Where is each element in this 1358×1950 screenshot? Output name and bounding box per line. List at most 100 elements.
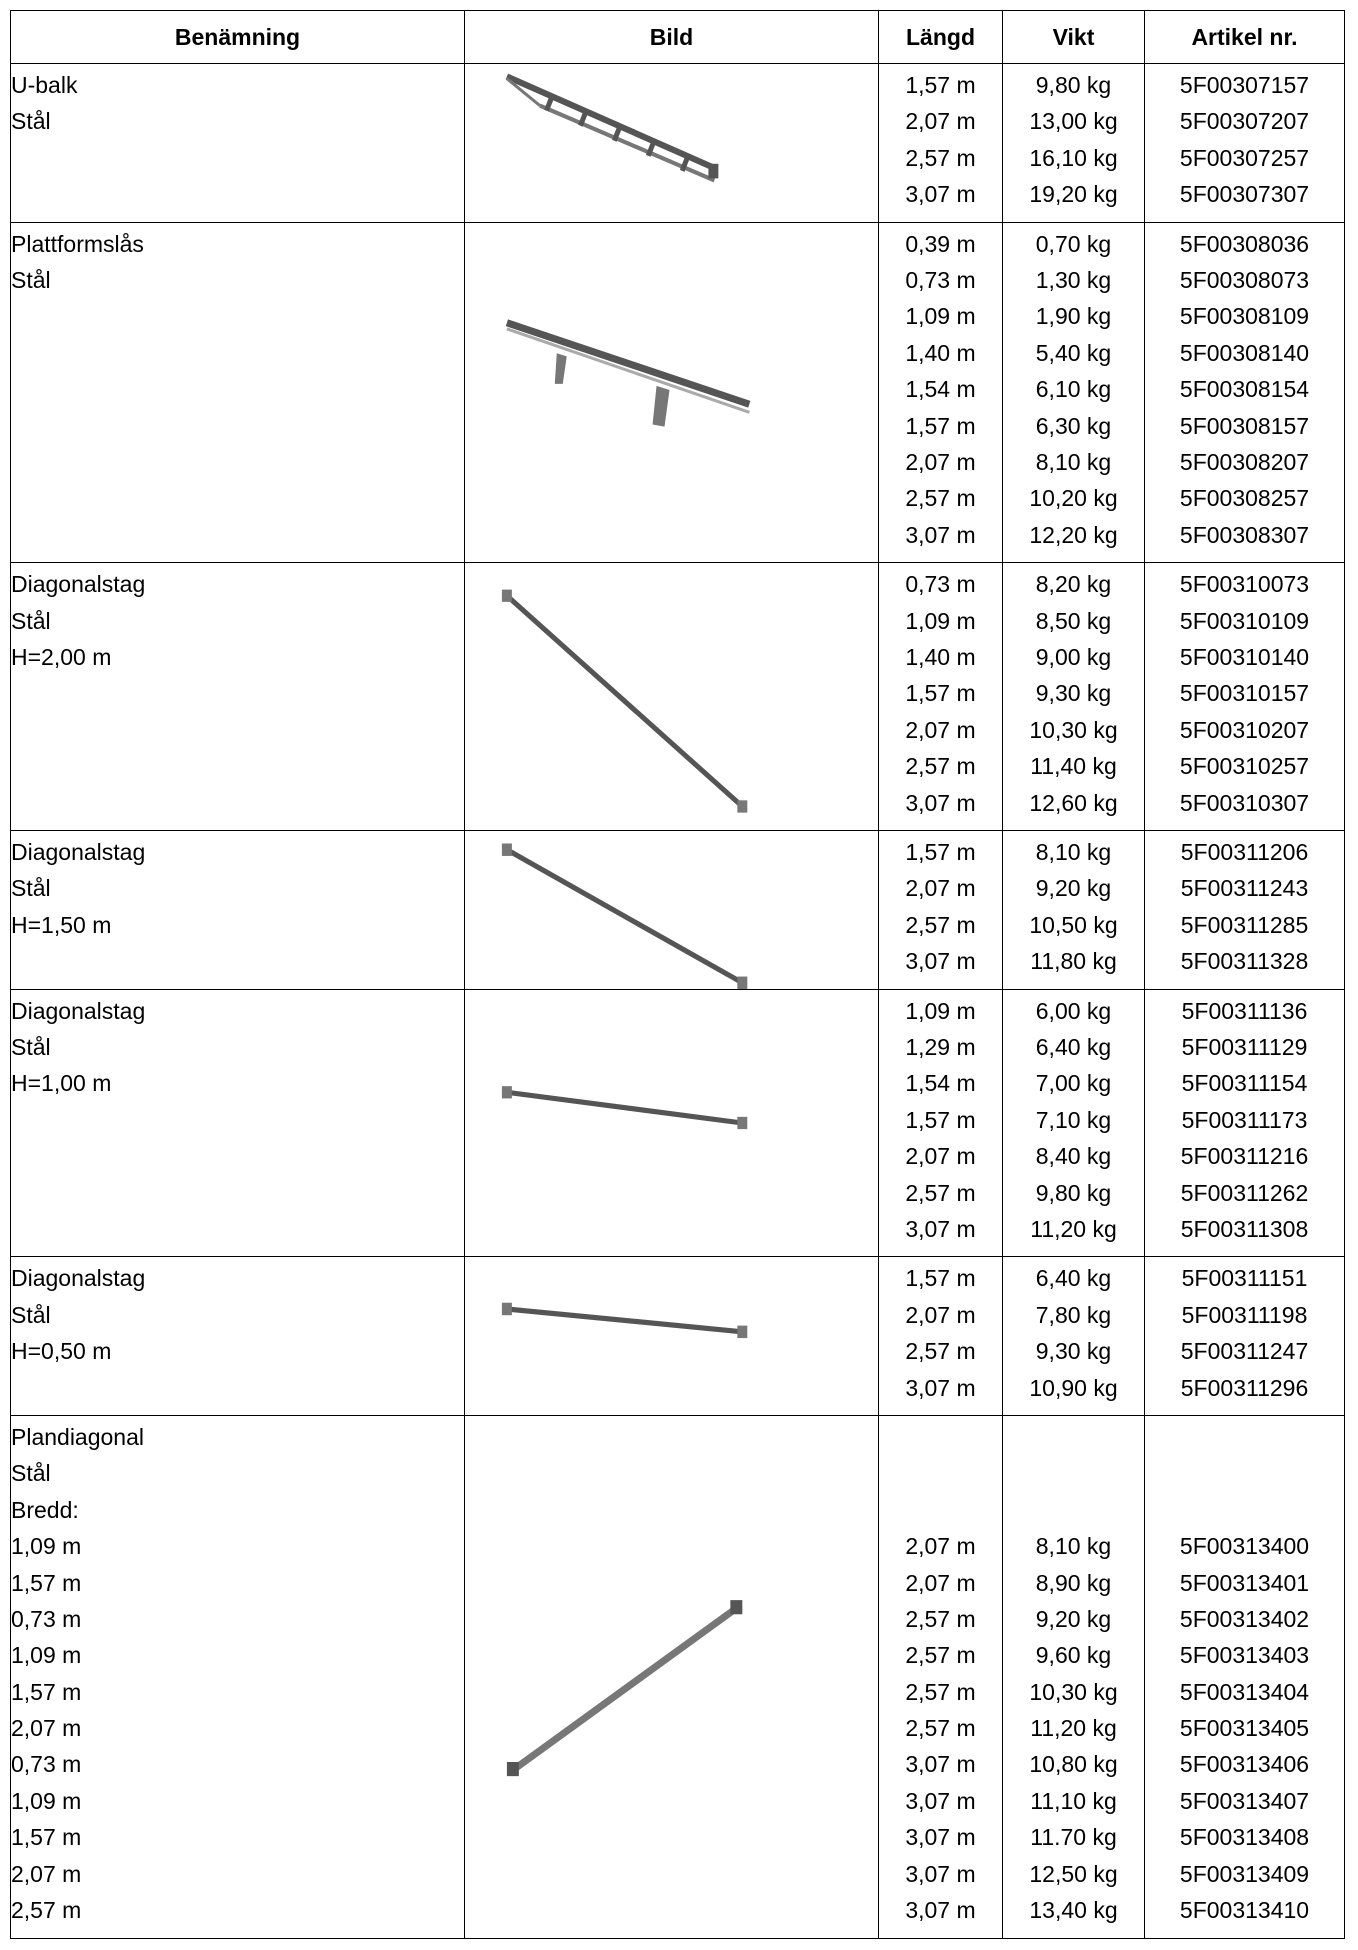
weight-value: 10,30 kg xyxy=(1029,1678,1118,1705)
article-value: 5F00308073 xyxy=(1179,266,1310,293)
weight-value: 6,30 kg xyxy=(1035,412,1112,439)
length-value: 1,57 m xyxy=(905,1106,976,1133)
plan-diagonal-icon xyxy=(506,1600,743,1777)
weight-value: 9,30 kg xyxy=(1035,680,1112,707)
table-row: U-balk Stål 1,57 m 2,07 m 2,57 m 3,07 m 9,80 k… xyxy=(10,63,1345,223)
name-cell: Diagonalstag Stål H=1,50 m xyxy=(10,829,465,990)
name-line: 1,57 m xyxy=(11,1569,82,1596)
article-value: 5F00310207 xyxy=(1179,716,1310,743)
weight-value: 11,80 kg xyxy=(1030,948,1117,975)
length-value: 3,07 m xyxy=(905,1824,976,1851)
article-value: 5F00311198 xyxy=(1181,1301,1308,1328)
name-line: Stål xyxy=(11,266,51,293)
weight-value: 8,10 kg xyxy=(1035,448,1112,475)
article-value: 5F00313400 xyxy=(1179,1533,1310,1560)
article-value: 5F00313402 xyxy=(1179,1605,1310,1632)
length-value: 1,40 m xyxy=(905,643,976,670)
name-line: H=0,50 m xyxy=(11,1338,112,1365)
diagonal-brace-icon xyxy=(501,843,748,989)
image-cell xyxy=(464,1256,879,1416)
length-value: 1,54 m xyxy=(905,376,976,403)
article-value: 5F00310073 xyxy=(1179,571,1310,598)
platform-lock-icon xyxy=(505,318,751,427)
length-value: 2,07 m xyxy=(905,108,976,135)
weight-value: 12,20 kg xyxy=(1029,521,1118,548)
weight-value: 5,40 kg xyxy=(1035,339,1112,366)
weight-cell: 0,70 kg 1,30 kg 1,90 kg 5,40 kg 6,10 kg 6,30 … xyxy=(1002,221,1145,564)
length-value: 3,07 m xyxy=(905,1215,976,1242)
article-cell: 5F00313400 5F00313401 5F00313402 5F00313403… xyxy=(1144,1414,1345,1939)
length-value: 1,40 m xyxy=(905,339,976,366)
length-value: 2,57 m xyxy=(905,1179,976,1206)
image-cell xyxy=(464,221,879,564)
name-line: Stål xyxy=(11,108,51,135)
name-line: 1,09 m xyxy=(11,1787,82,1814)
article-value: 5F00313407 xyxy=(1179,1787,1310,1814)
weight-value: 6,40 kg xyxy=(1035,1265,1112,1292)
weight-value: 11.70 kg xyxy=(1030,1824,1117,1851)
article-value: 5F00308109 xyxy=(1179,303,1310,330)
product-table: Benämning Bild Längd Vikt Artikel nr. U-… xyxy=(10,10,1345,1939)
weight-value: 19,20 kg xyxy=(1029,181,1118,208)
length-value: 1,09 m xyxy=(905,607,976,634)
table-row: Diagonalstag Stål H=1,50 m 1,57 m 2,07 m 2,57… xyxy=(10,829,1345,990)
article-value: 5F00308207 xyxy=(1179,448,1310,475)
image-cell xyxy=(464,988,879,1258)
article-value xyxy=(1145,1492,1344,1528)
platform-lock-icon xyxy=(505,318,751,427)
name-line: 1,09 m xyxy=(11,1533,82,1560)
weight-cell: 6,40 kg 7,80 kg 9,30 kg 10,90 kg xyxy=(1002,1256,1145,1416)
name-line: Bredd: xyxy=(11,1496,79,1523)
diagonal-brace-icon xyxy=(501,1085,748,1129)
article-value: 5F00307257 xyxy=(1179,144,1310,171)
name-line: Diagonalstag xyxy=(11,571,146,598)
weight-value: 11,20 kg xyxy=(1030,1215,1117,1242)
weight-value: 9,20 kg xyxy=(1035,875,1112,902)
length-value: 2,07 m xyxy=(905,1143,976,1170)
article-value: 5F00313405 xyxy=(1179,1715,1310,1742)
length-value: 1,57 m xyxy=(905,680,976,707)
article-value: 5F00313403 xyxy=(1179,1642,1310,1669)
article-value: 5F00308036 xyxy=(1179,230,1310,257)
length-value xyxy=(879,1419,1002,1455)
name-line: Stål xyxy=(11,875,51,902)
length-value: 1,57 m xyxy=(905,72,976,98)
weight-value: 10,80 kg xyxy=(1029,1751,1118,1778)
length-value: 2,07 m xyxy=(905,1569,976,1596)
weight-value: 6,10 kg xyxy=(1035,376,1112,403)
article-value: 5F00307207 xyxy=(1179,108,1310,135)
length-value: 1,57 m xyxy=(905,838,976,865)
length-cell: 0,39 m 0,73 m 1,09 m 1,40 m 1,54 m 1,57 m 2,07… xyxy=(878,221,1003,564)
weight-value: 9,20 kg xyxy=(1035,1605,1112,1632)
name-line: H=1,50 m xyxy=(11,911,112,938)
diagonal-brace-icon xyxy=(501,1085,748,1129)
length-value: 3,07 m xyxy=(905,1751,976,1778)
weight-value: 8,10 kg xyxy=(1035,838,1112,865)
name-line: Diagonalstag xyxy=(11,997,146,1024)
weight-value: 8,90 kg xyxy=(1035,1569,1112,1596)
length-value: 2,57 m xyxy=(905,485,976,512)
diagonal-brace-icon xyxy=(501,589,748,813)
article-value: 5F00310109 xyxy=(1179,607,1310,634)
weight-value: 8,10 kg xyxy=(1035,1533,1112,1560)
article-value: 5F00310140 xyxy=(1179,643,1310,670)
table-row: Diagonalstag Stål H=1,00 m 1,09 m 1,29 m 1,54… xyxy=(10,988,1345,1258)
article-value: 5F00311154 xyxy=(1181,1070,1308,1097)
length-value: 2,57 m xyxy=(905,753,976,780)
diagonal-brace-icon xyxy=(501,1303,748,1339)
length-value: 2,57 m xyxy=(905,1678,976,1705)
name-line: 2,07 m xyxy=(11,1860,82,1887)
length-value: 0,73 m xyxy=(905,571,976,598)
u-beam-icon xyxy=(505,73,719,183)
name-cell: U-balk Stål xyxy=(10,63,465,223)
length-value: 3,07 m xyxy=(905,1897,976,1924)
article-value: 5F00311308 xyxy=(1180,1215,1309,1242)
header-length: Längd xyxy=(878,10,1003,64)
article-value: 5F00313408 xyxy=(1179,1824,1310,1851)
name-cell: Plandiagonal Stål Bredd: 1,09 m 1,57 m 0,73 m… xyxy=(10,1414,465,1939)
length-value: 2,57 m xyxy=(905,144,976,171)
weight-value xyxy=(1003,1455,1144,1491)
name-line: H=2,00 m xyxy=(11,643,112,670)
weight-value: 12,50 kg xyxy=(1029,1860,1118,1887)
u-beam-icon xyxy=(505,73,719,183)
